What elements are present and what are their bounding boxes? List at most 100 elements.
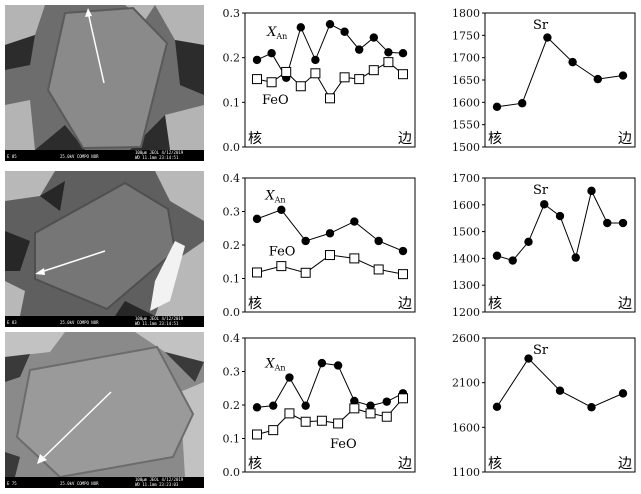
- data-point-feo: [300, 416, 311, 427]
- y-tick-label: 0.2: [223, 399, 241, 412]
- data-point-sr: [618, 389, 628, 398]
- data-point-sr: [518, 99, 527, 108]
- data-point-x-an: [355, 45, 364, 54]
- data-point-sr: [587, 403, 596, 412]
- data-point-sr: [555, 386, 565, 395]
- x-label-rim: 边: [618, 456, 632, 472]
- data-point-sr: [618, 71, 628, 80]
- series-label-feo: FeO: [330, 437, 357, 452]
- micrograph-info-bar: [5, 477, 204, 488]
- data-point-feo: [398, 393, 408, 404]
- data-point-sr: [524, 354, 533, 363]
- y-tick-label: 0.1: [223, 273, 241, 286]
- data-point-sr: [587, 186, 596, 196]
- traverse-arrow-head: [35, 268, 45, 275]
- series-label-feo: FeO: [269, 245, 296, 260]
- data-point-x-an: [325, 19, 335, 29]
- plot-frame: [484, 177, 636, 313]
- y-tick-label: 1650: [452, 74, 480, 87]
- micrograph-info-bar: [5, 150, 204, 161]
- data-point-feo: [349, 253, 360, 264]
- data-point-x-an: [374, 236, 383, 246]
- y-tick-label: 1500: [452, 141, 480, 154]
- series-label-main: X: [264, 188, 275, 203]
- micrograph-footer-left: E 75: [7, 481, 17, 486]
- y-tick-label: 0.1: [223, 96, 241, 109]
- micrograph-matrix-light: [5, 171, 204, 316]
- data-point-sr: [593, 74, 602, 84]
- data-point-x-an: [340, 27, 349, 36]
- y-tick-label: 0.0: [223, 141, 241, 154]
- micrograph-matrix-dark: [5, 352, 204, 477]
- data-point-feo: [354, 74, 365, 85]
- data-point-x-an: [382, 397, 391, 406]
- bse-micrograph-3: E 75 25.0kV COMPO NOR 100μm JEOL 4/12/20…: [5, 332, 204, 488]
- y-tick-label: 1100: [452, 466, 480, 479]
- data-point-feo: [373, 264, 384, 275]
- micrograph-info-bar: [5, 316, 204, 327]
- y-tick-label: 1550: [452, 119, 480, 132]
- data-point-feo: [252, 74, 262, 85]
- sr-chart-2: 1200 1300 1400 1500 1600 1700 核 边 Sr: [452, 172, 636, 319]
- micrograph-footer-right1: 100μm JEOL 4/12/2019: [135, 316, 184, 321]
- y-tick-label: 0.4: [223, 332, 241, 345]
- series-label-x-an: XAn: [266, 25, 287, 41]
- data-point-sr: [571, 253, 580, 262]
- data-point-feo: [383, 57, 394, 68]
- data-point-feo: [325, 93, 335, 104]
- y-tick-label: 2100: [452, 377, 480, 390]
- series-line-sr: [496, 357, 624, 408]
- data-point-x-an: [301, 401, 310, 410]
- plot-frame: [484, 12, 636, 148]
- series-label-x-an: XAn: [264, 188, 285, 204]
- crystal: [46, 6, 169, 150]
- data-point-x-an: [384, 48, 393, 57]
- xan-feo-chart-2: 0.0 0.1 0.2 0.3 0.4 核 边 XAn FeO: [223, 172, 416, 319]
- series-label-subscript: An: [275, 32, 287, 41]
- micrograph-footer-left: E 83: [7, 320, 17, 325]
- y-tick-label: 1300: [452, 279, 480, 292]
- y-tick-label: 0.0: [223, 466, 241, 479]
- x-label-core: 核: [488, 296, 502, 312]
- data-point-feo: [310, 68, 321, 79]
- series-label-x-an: XAn: [264, 356, 285, 372]
- data-point-feo: [276, 261, 287, 272]
- series-line-sr: [496, 36, 624, 108]
- data-point-feo: [325, 250, 335, 261]
- y-tick-label: 1800: [452, 7, 480, 20]
- data-point-feo: [284, 408, 295, 419]
- y-tick-label: 1200: [452, 306, 480, 319]
- data-point-x-an: [311, 55, 320, 65]
- data-point-sr: [618, 218, 628, 228]
- data-point-sr: [603, 218, 612, 228]
- x-label-rim: 边: [618, 296, 632, 312]
- bright-mineral: [150, 241, 185, 311]
- data-point-feo: [252, 267, 262, 278]
- micrograph-footer-mid: 25.0kV COMPO NOR: [60, 320, 99, 325]
- data-point-x-an: [252, 214, 262, 224]
- series-label-subscript: An: [274, 195, 286, 204]
- y-tick-label: 0.1: [223, 433, 241, 446]
- data-point-x-an: [317, 358, 327, 368]
- x-label-rim: 边: [398, 456, 412, 472]
- data-point-x-an: [296, 23, 305, 32]
- traverse-arrow: [87, 11, 105, 84]
- x-label-core: 核: [488, 131, 502, 147]
- data-point-x-an: [252, 55, 262, 65]
- micrograph-footer-mid: 25.0kV COMPO NOR: [60, 154, 99, 159]
- data-point-sr: [524, 237, 533, 246]
- data-point-feo: [300, 267, 311, 278]
- micrograph-matrix-dark: [5, 181, 155, 316]
- y-tick-label: 0.2: [223, 239, 241, 252]
- bse-micrograph-2: E 83 25.0kV COMPO NOR 100μm JEOL 4/12/20…: [5, 171, 204, 327]
- y-tick-label: 1700: [452, 172, 480, 185]
- series-line-feo: [256, 397, 404, 435]
- sr-chart-1: 1500 1550 1600 1650 1700 1750 1800 核 边 Sr: [452, 7, 636, 154]
- series-label-main: X: [264, 356, 275, 371]
- data-point-feo: [365, 408, 376, 419]
- traverse-arrow-head: [85, 8, 92, 17]
- data-point-sr: [492, 402, 502, 411]
- y-tick-label: 0.2: [223, 52, 241, 65]
- crystal: [15, 345, 195, 479]
- data-point-feo: [252, 429, 262, 440]
